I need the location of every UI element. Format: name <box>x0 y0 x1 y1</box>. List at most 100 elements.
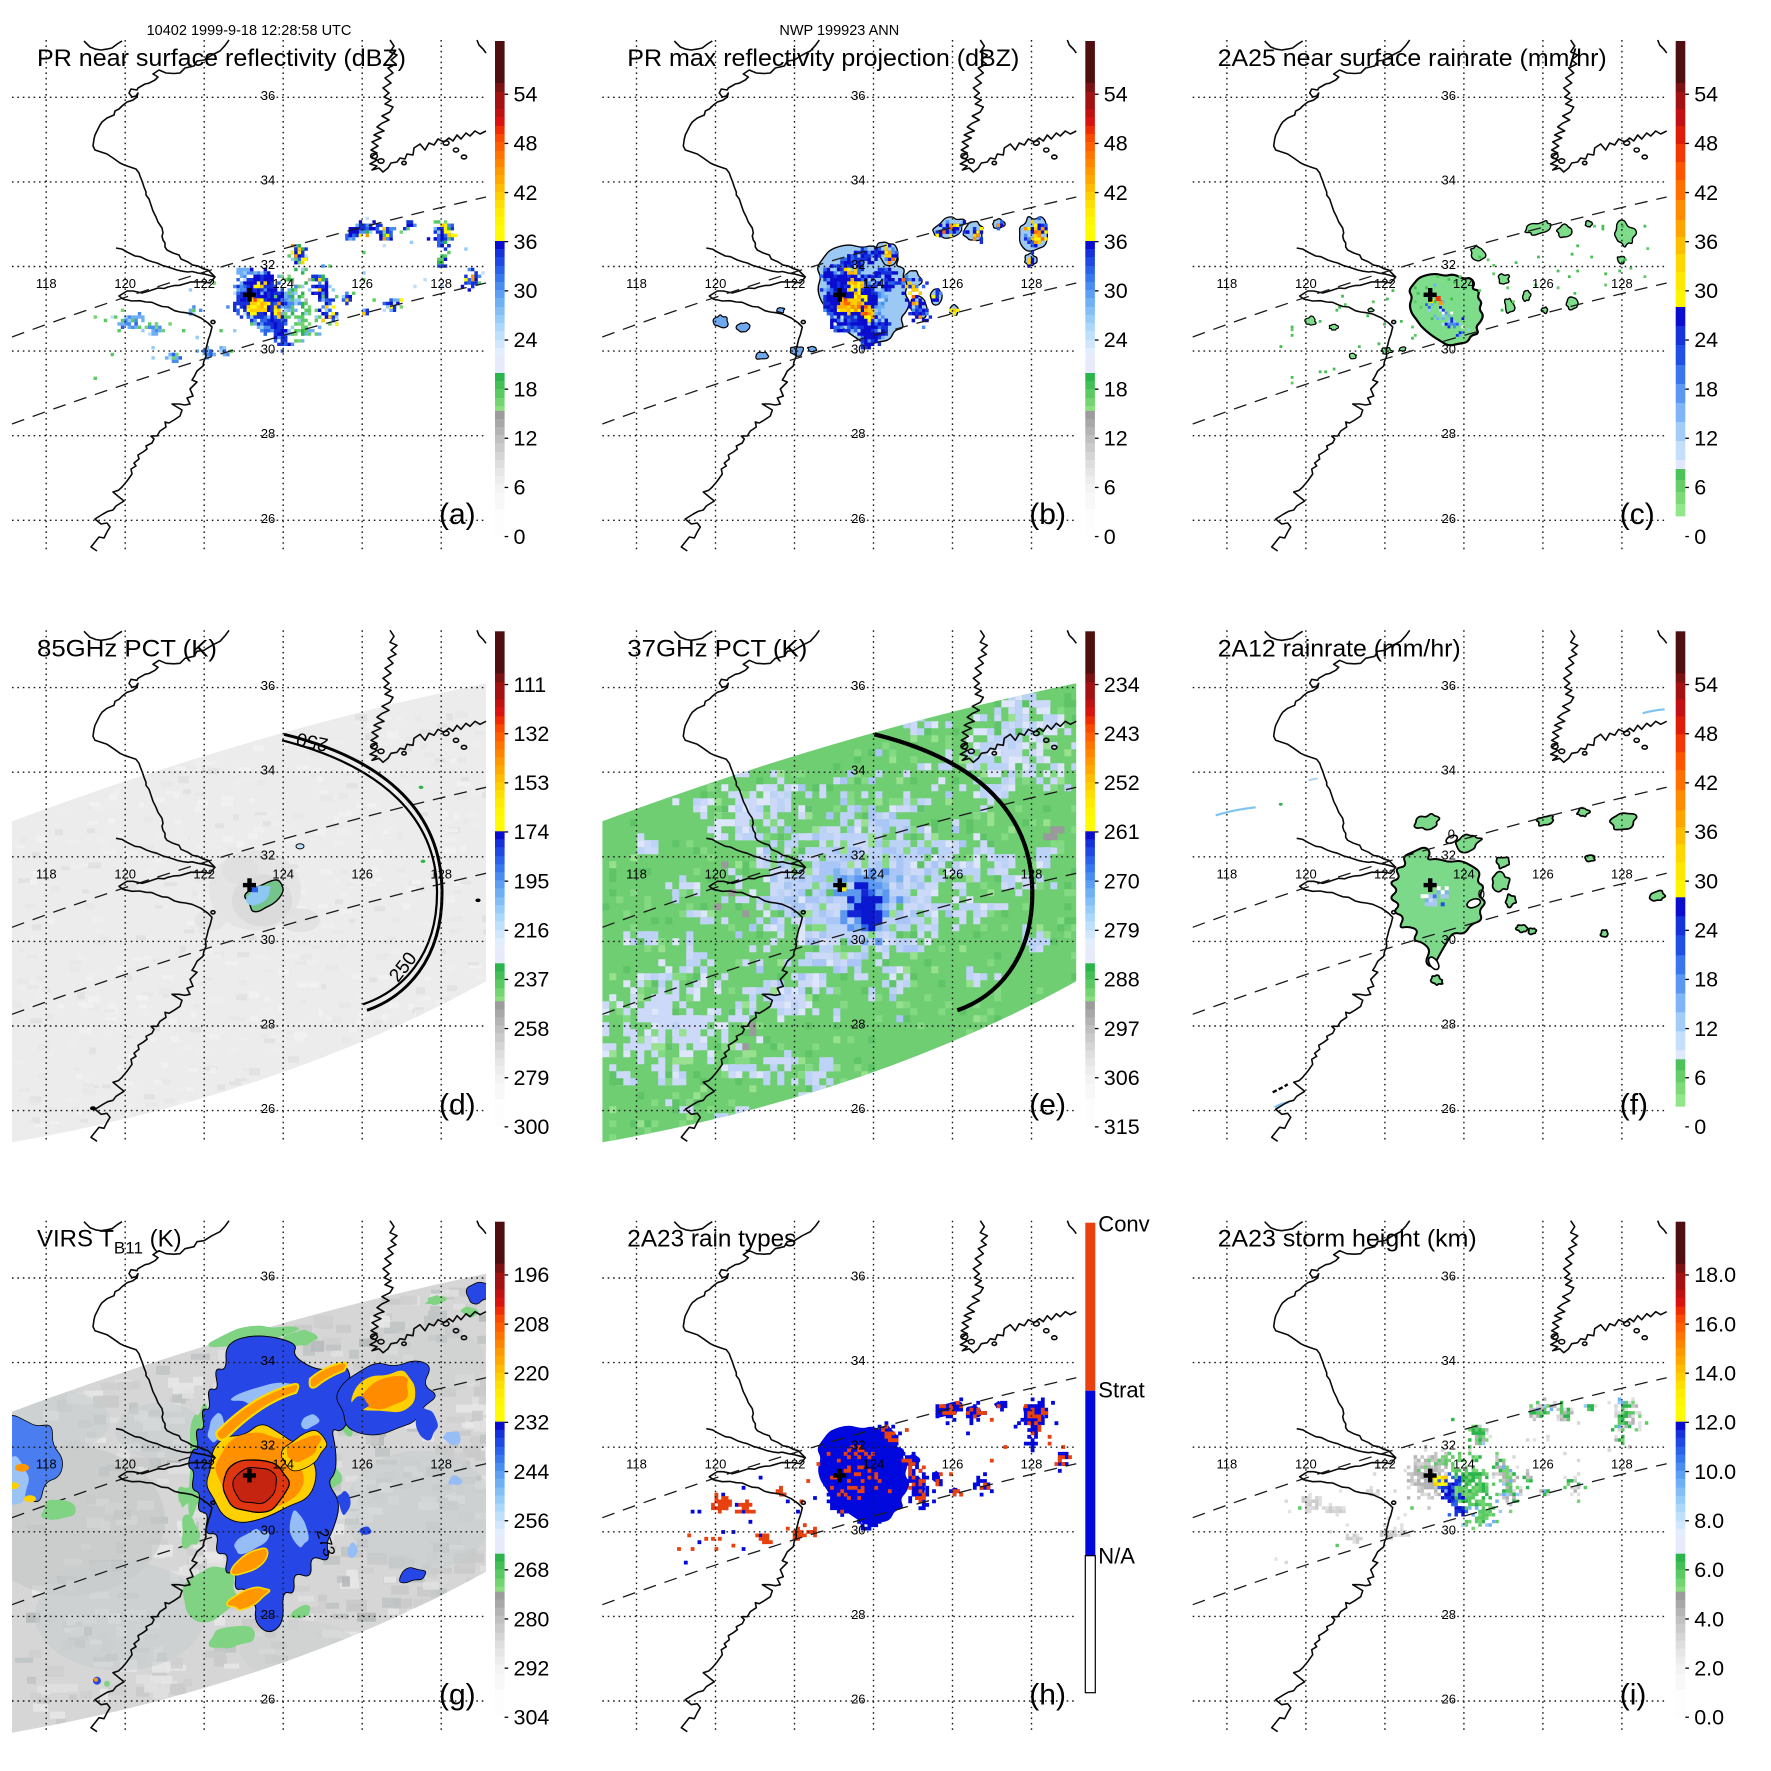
svg-text:0: 0 <box>514 525 526 549</box>
svg-text:12: 12 <box>1104 427 1128 451</box>
svg-text:12: 12 <box>1694 427 1718 451</box>
svg-text:37GHz PCT (K): 37GHz PCT (K) <box>627 635 807 662</box>
svg-text:42: 42 <box>1694 771 1718 795</box>
svg-text:42: 42 <box>1694 181 1718 205</box>
svg-text:195: 195 <box>514 869 550 893</box>
svg-text:48: 48 <box>1694 132 1718 156</box>
svg-text:280: 280 <box>514 1607 550 1631</box>
svg-text:36: 36 <box>1694 230 1718 254</box>
svg-text:N/A: N/A <box>1098 1544 1135 1569</box>
svg-text:2A23 storm height (km): 2A23 storm height (km) <box>1218 1226 1477 1253</box>
svg-text:315: 315 <box>1104 1115 1140 1139</box>
svg-text:14.0: 14.0 <box>1694 1362 1736 1386</box>
svg-text:18: 18 <box>1694 377 1718 401</box>
svg-text:220: 220 <box>514 1362 550 1386</box>
svg-text:18: 18 <box>1694 968 1718 992</box>
svg-text:(i): (i) <box>1620 1679 1647 1712</box>
svg-text:268: 268 <box>514 1558 550 1582</box>
svg-text:0: 0 <box>1448 826 1455 841</box>
svg-text:36: 36 <box>514 230 538 254</box>
svg-text:48: 48 <box>1104 132 1128 156</box>
svg-text:30: 30 <box>1694 279 1718 303</box>
svg-text:8.0: 8.0 <box>1694 1509 1724 1533</box>
svg-text:0: 0 <box>1104 525 1116 549</box>
svg-text:258: 258 <box>514 1017 550 1041</box>
svg-text:111: 111 <box>514 673 547 697</box>
svg-text:24: 24 <box>514 328 538 352</box>
svg-text:2A12 rainrate (mm/hr): 2A12 rainrate (mm/hr) <box>1218 635 1461 662</box>
svg-text:256: 256 <box>514 1509 550 1533</box>
svg-text:12: 12 <box>514 427 538 451</box>
svg-text:24: 24 <box>1694 919 1718 943</box>
svg-text:18.0: 18.0 <box>1694 1263 1736 1287</box>
svg-text:6: 6 <box>514 476 526 500</box>
svg-text:261: 261 <box>1104 820 1140 844</box>
svg-text:(f): (f) <box>1620 1088 1648 1121</box>
svg-text:(c): (c) <box>1620 498 1655 531</box>
svg-text:0: 0 <box>1694 525 1706 549</box>
svg-text:0: 0 <box>1694 1115 1706 1139</box>
svg-text:252: 252 <box>1104 771 1140 795</box>
svg-text:0.0: 0.0 <box>1694 1706 1724 1730</box>
svg-text:42: 42 <box>1104 181 1128 205</box>
svg-text:54: 54 <box>1104 83 1128 107</box>
svg-text:24: 24 <box>1104 328 1128 352</box>
svg-text:36: 36 <box>1694 820 1718 844</box>
svg-text:2A23 rain types: 2A23 rain types <box>627 1226 796 1253</box>
svg-text:216: 216 <box>514 919 550 943</box>
svg-text:4.0: 4.0 <box>1694 1607 1724 1631</box>
svg-text:232: 232 <box>514 1411 550 1435</box>
svg-text:Strat: Strat <box>1098 1378 1144 1403</box>
svg-text:10402 1999-9-18 12:28:58 UTC: 10402 1999-9-18 12:28:58 UTC <box>147 23 352 39</box>
svg-text:208: 208 <box>514 1312 550 1336</box>
svg-text:270: 270 <box>1104 869 1140 893</box>
svg-text:18: 18 <box>514 377 538 401</box>
svg-text:30: 30 <box>1104 279 1128 303</box>
svg-text:292: 292 <box>514 1656 550 1680</box>
svg-text:234: 234 <box>1104 673 1140 697</box>
svg-text:48: 48 <box>514 132 538 156</box>
svg-text:85GHz PCT (K): 85GHz PCT (K) <box>37 635 217 662</box>
svg-text:30: 30 <box>514 279 538 303</box>
svg-text:12: 12 <box>1694 1017 1718 1041</box>
svg-text:244: 244 <box>514 1460 550 1484</box>
svg-text:6: 6 <box>1694 1066 1706 1090</box>
svg-text:6: 6 <box>1694 476 1706 500</box>
svg-text:(g): (g) <box>439 1679 476 1712</box>
svg-text:304: 304 <box>514 1706 550 1730</box>
svg-text:42: 42 <box>514 181 538 205</box>
svg-text:24: 24 <box>1694 328 1718 352</box>
svg-text:(b): (b) <box>1029 498 1066 531</box>
svg-text:10.0: 10.0 <box>1694 1460 1736 1484</box>
svg-text:196: 196 <box>514 1263 550 1287</box>
svg-text:54: 54 <box>514 83 538 107</box>
svg-text:30: 30 <box>1694 869 1718 893</box>
svg-text:306: 306 <box>1104 1066 1140 1090</box>
svg-text:(h): (h) <box>1029 1679 1066 1712</box>
svg-text:288: 288 <box>1104 968 1140 992</box>
svg-text:237: 237 <box>514 968 550 992</box>
svg-text:6.0: 6.0 <box>1694 1558 1724 1582</box>
svg-text:132: 132 <box>514 722 550 746</box>
svg-text:NWP 199923 ANN: NWP 199923 ANN <box>779 23 899 39</box>
svg-text:(d): (d) <box>439 1088 476 1121</box>
svg-text:2.0: 2.0 <box>1694 1656 1724 1680</box>
svg-text:279: 279 <box>1104 919 1140 943</box>
svg-text:VIRS TB11 (K): VIRS TB11 (K) <box>37 1226 182 1258</box>
svg-text:279: 279 <box>514 1066 550 1090</box>
svg-text:243: 243 <box>1104 722 1140 746</box>
svg-text:6: 6 <box>1104 476 1116 500</box>
svg-text:(e): (e) <box>1029 1088 1066 1121</box>
svg-text:297: 297 <box>1104 1017 1140 1041</box>
svg-text:Conv: Conv <box>1098 1212 1149 1237</box>
svg-text:54: 54 <box>1694 673 1718 697</box>
svg-text:12.0: 12.0 <box>1694 1411 1736 1435</box>
svg-text:54: 54 <box>1694 83 1718 107</box>
svg-text:48: 48 <box>1694 722 1718 746</box>
svg-text:300: 300 <box>514 1115 550 1139</box>
svg-text:153: 153 <box>514 771 550 795</box>
svg-text:18: 18 <box>1104 377 1128 401</box>
svg-text:16.0: 16.0 <box>1694 1312 1736 1336</box>
svg-text:36: 36 <box>1104 230 1128 254</box>
svg-text:(a): (a) <box>439 498 476 531</box>
